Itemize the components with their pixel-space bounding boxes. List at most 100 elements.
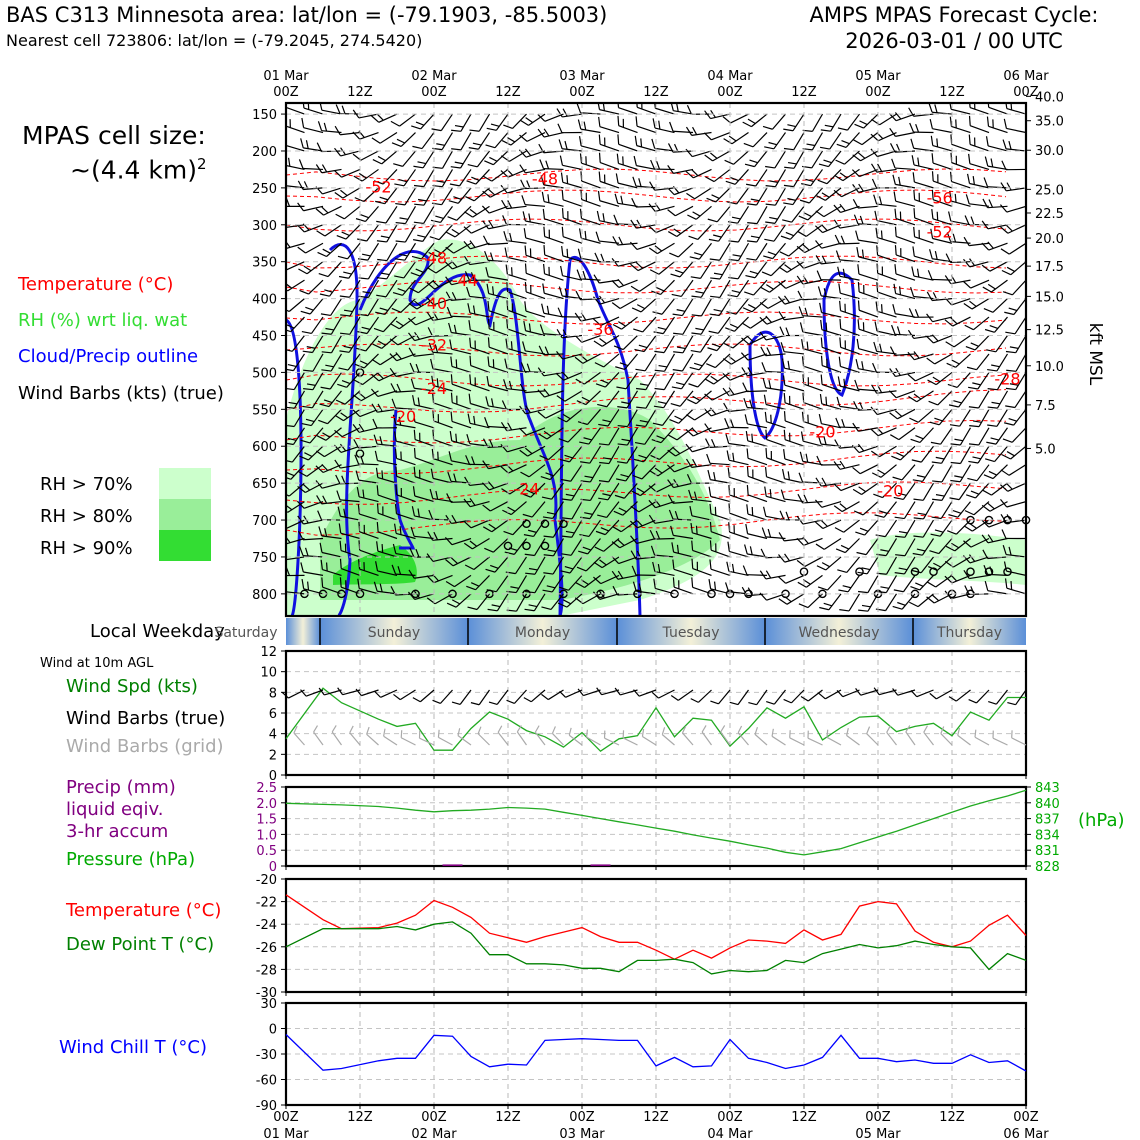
wind-barb [612,519,638,533]
wind-barb [839,593,861,612]
wind-barb-staff [747,475,768,484]
wind-barb-feather [854,379,859,390]
wind-barb-feather [633,458,644,463]
wind-barb [837,113,860,131]
wind-barb [907,329,934,340]
wind-barb [746,187,768,206]
wind-barb [484,150,509,166]
wind-barb-feather [985,458,995,463]
wind-barb-feather [1002,544,1007,555]
wind-barb-feather [760,548,767,559]
wind-barb-feather [913,208,916,218]
wind-barb-feather [691,314,702,317]
wind-barb-staff [552,556,565,575]
wind-barb-staff [733,150,749,165]
wind-barb-staff [862,501,879,516]
wind-barb-feather [418,469,421,479]
weekday-label: Saturday [214,625,277,641]
wind-barb [950,427,972,446]
wind-barb-staff [728,570,749,576]
wind-barb-feather [287,437,297,441]
wind-barb-feather [326,562,328,572]
wind-barb-feather [1004,422,1014,426]
y-tick-label: 12 [260,645,277,660]
wind-barb-feather [875,534,886,538]
wind-barb-feather [305,306,314,311]
wind-barb-feather [593,576,602,585]
grid-wind-barb-feather [974,729,977,738]
wind-barb-feather [603,174,606,184]
wind-barb-feather [320,559,323,570]
wind-barb-feather [1006,369,1017,372]
y-tick-label: 8 [269,686,277,701]
wind-barb-feather [392,543,397,554]
wind-barb-feather [929,421,940,426]
wind-barb-feather [656,160,661,170]
wind-barb-staff [1006,127,1026,134]
wind-barb [408,298,435,310]
wind-barb [395,484,416,503]
wind-barb [559,445,583,463]
wind-barb [410,261,435,277]
wind-barb-feather [797,230,807,237]
wind-barb-staff [286,164,305,171]
wind-barb-staff [402,150,416,167]
wind-barb-staff [958,482,971,500]
wind-barb [372,335,398,349]
wind-barb [334,408,361,422]
wind-barb-staff [691,131,712,136]
wind-barb-staff [321,109,342,115]
wind-barb [301,408,324,427]
grid-wind-barb [418,730,435,746]
y-tick-label-right: 840 [1035,797,1060,812]
wind-barb [707,205,731,223]
wind-barb [428,342,453,355]
wind-barb-feather [395,320,404,327]
wind-barb [963,236,990,247]
wind-barb-staff [932,162,953,171]
true-wind-barb [506,689,527,704]
wind-barb-feather [300,138,304,149]
grid-wind-barb [383,728,398,746]
wind-barb-feather [651,138,656,149]
wind-barb [784,150,805,169]
wind-barb-staff [570,538,583,556]
wind-barb-staff [879,445,897,458]
wind-barb-feather [358,172,367,179]
wind-barb-feather [352,109,360,119]
wind-barb-feather [297,202,304,212]
wind-barb-feather [839,172,848,179]
true-wind-barb [432,689,453,704]
wind-barb-feather [723,342,734,349]
wind-barb-staff [950,279,971,285]
wind-barb-staff [525,330,546,337]
wind-barb [689,242,712,260]
wind-barb-feather [354,197,365,203]
wind-barb-feather [857,590,868,594]
wind-barb-feather [600,379,609,384]
grid-wind-barb-feather [293,725,298,734]
wind-barb-staff [543,168,564,171]
wind-barb [413,466,435,484]
true-wind-barb-feather [929,692,937,700]
wind-barb-staff [589,445,602,464]
wind-barb [617,409,639,428]
wind-barb [413,429,435,447]
wind-barb-feather [796,245,806,253]
y-tick-label: 0 [269,1023,277,1038]
wind-barb [765,206,787,224]
y-tick-label: -60 [256,1074,277,1089]
wind-barb [318,526,342,540]
wind-barb-staff [935,574,953,588]
wind-barb-feather [926,357,936,365]
wind-barb-staff [286,242,287,245]
wind-barb-feather [579,441,589,445]
grid-wind-barb [400,730,416,746]
wind-barb [503,379,527,392]
wind-barb-feather [966,366,977,371]
top-hour-label: 00Z [273,85,299,100]
wind-barb-staff [551,575,564,593]
wind-barb-feather [574,334,583,343]
wind-barb-staff [645,372,657,390]
wind-barb-feather [599,590,606,599]
